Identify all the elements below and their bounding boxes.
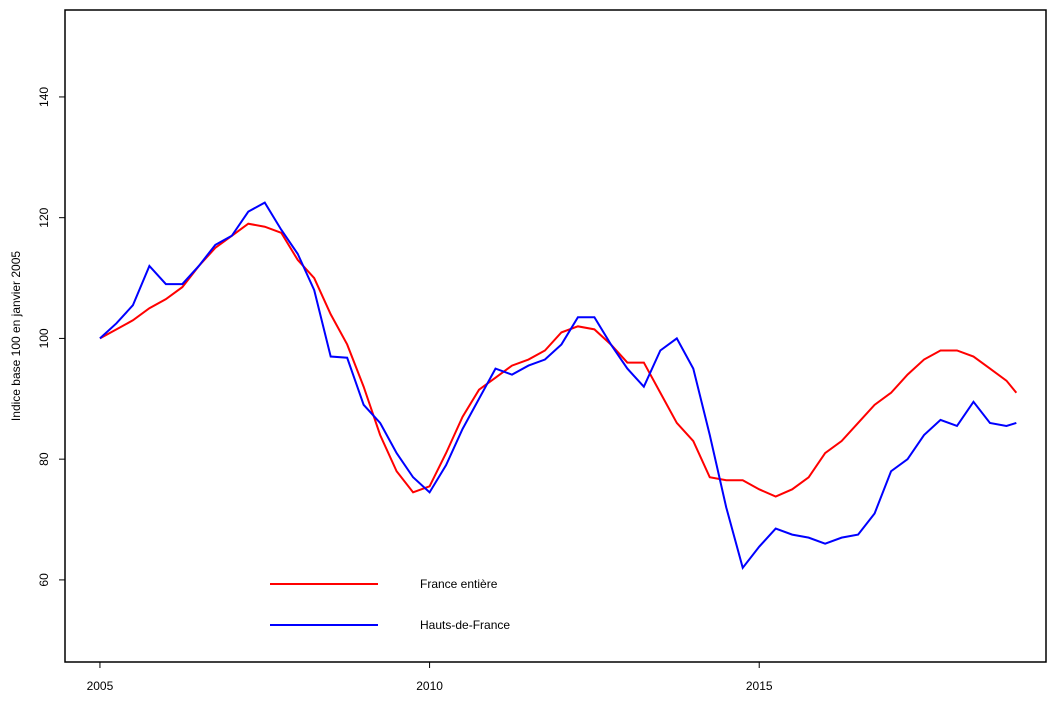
x-tick-label: 2015 — [746, 679, 773, 693]
x-tick-label: 2005 — [87, 679, 114, 693]
plot-frame — [64, 9, 1047, 663]
y-tick-label: 140 — [37, 87, 51, 107]
y-axis-label: Indice base 100 en janvier 2005 — [9, 251, 23, 421]
x-tick-label: 2010 — [416, 679, 443, 693]
series-line — [99, 201, 1017, 571]
legend-label: France entière — [420, 577, 498, 591]
y-tick-label: 120 — [37, 207, 51, 227]
y-tick-label: 100 — [37, 328, 51, 348]
y-tick-label: 80 — [37, 452, 51, 466]
y-tick-label: 60 — [37, 573, 51, 587]
legend-label: Hauts-de-France — [420, 618, 510, 632]
series-line — [99, 222, 1018, 498]
